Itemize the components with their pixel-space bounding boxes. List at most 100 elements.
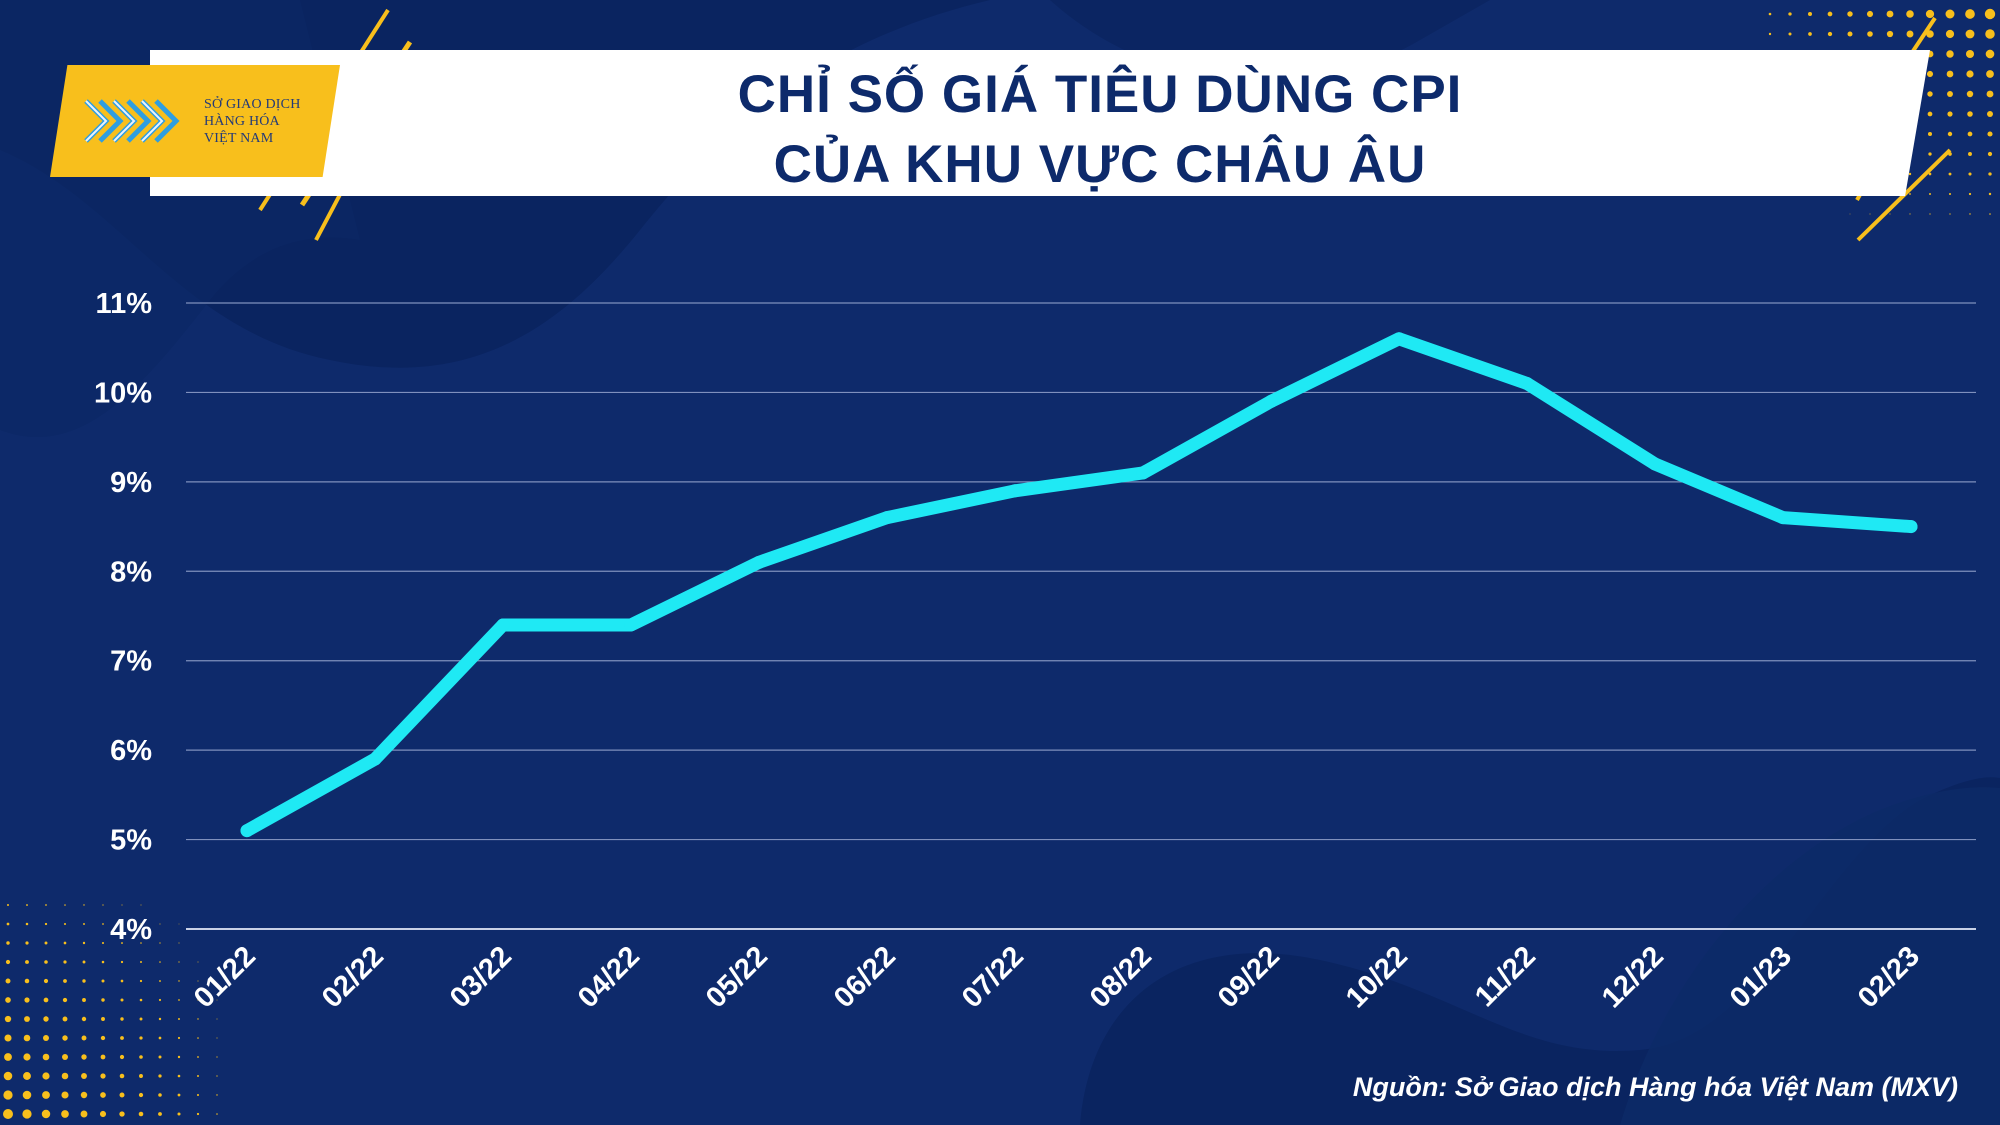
decor-dot [216,1037,218,1039]
decor-dot [121,923,123,925]
decor-dot [216,1075,218,1077]
decor-dot [44,922,48,926]
logo-badge [50,65,340,177]
decor-dot [23,1034,31,1042]
decor-dot [1985,49,1995,59]
data-point [1008,484,1022,498]
decor-dot [62,997,68,1003]
decor-dot [177,1093,181,1097]
x-tick-label: 01/22 [188,940,262,1014]
decor-dot [63,922,67,926]
decor-dot [83,923,85,925]
decor-dot [26,904,28,906]
chart-title-line-1: CHỈ SỐ GIÁ TIÊU DÙNG CPI [737,65,1463,124]
x-tick-label: 04/22 [572,940,646,1014]
y-tick-label: 10% [94,377,152,409]
decor-dot [178,999,180,1001]
data-point [1136,466,1150,480]
decor-dot [43,978,49,984]
decor-dot [1987,131,1993,137]
decor-dot [1948,152,1952,156]
decor-dot [178,1018,180,1020]
data-point [1264,394,1278,408]
decor-dot [197,1075,199,1077]
decor-dot [216,999,218,1001]
decor-dot [43,997,49,1003]
decor-dot [197,1056,199,1058]
decor-dot [177,1036,181,1040]
mxv-logo-icon [84,99,180,143]
decor-dot [1965,49,1975,59]
decor-dot [139,1074,143,1078]
decor-dot [3,1109,13,1119]
decor-dot [177,1112,181,1116]
decor-dot [7,904,9,906]
decor-dot [119,1092,125,1098]
decor-dot [197,961,199,963]
decor-dot [23,1072,31,1080]
decor-dot [1965,29,1975,39]
decor-dot [82,979,86,983]
decor-dot [1827,31,1833,37]
decor-dot [139,1017,143,1021]
decor-dot [23,1053,31,1061]
title-banner [150,50,1930,196]
decor-dot [6,922,10,926]
decor-dot [24,997,30,1003]
y-tick-label: 6% [110,735,152,767]
decor-dot [140,923,142,925]
data-point [624,618,638,632]
x-tick-label: 07/22 [956,940,1030,1014]
decor-dot [100,1054,106,1060]
decor-dot [81,1054,87,1060]
decor-dot [43,1016,49,1022]
decor-dot [178,923,180,925]
decor-dot [120,1017,124,1021]
decor-dot [82,960,86,964]
decor-dot [177,1055,181,1059]
data-point [752,555,766,569]
decor-dot [1985,29,1995,39]
decor-dot [197,999,199,1001]
decor-dot [159,980,161,982]
decor-dot [102,904,104,906]
decor-dot [158,1036,162,1040]
y-tick-label: 9% [110,467,152,499]
decor-dot [1929,213,1931,215]
decor-dot [63,941,67,945]
x-tick-label: 02/23 [1852,940,1926,1014]
decor-dot [5,959,11,965]
decor-dot [158,1055,162,1059]
y-tick-label: 11% [96,288,153,320]
x-tick-label: 03/22 [444,940,518,1014]
decor-dot [1808,32,1812,36]
decor-dot [1945,9,1955,19]
y-tick-label: 7% [110,646,152,678]
decor-dot [42,1072,50,1080]
decor-dot [158,1017,162,1021]
y-tick-label: 8% [110,556,152,588]
decor-dot [1968,192,1972,196]
decor-dot [139,1055,143,1059]
decor-dot [1929,193,1931,195]
decor-dot [1988,192,1992,196]
decor-dot [100,1092,106,1098]
decor-dot [24,978,30,984]
decor-dot [1968,152,1972,156]
decor-dot [177,1074,181,1078]
decor-dot [119,1073,125,1079]
x-tick-label: 12/22 [1596,940,1670,1014]
decor-dot [1927,91,1933,97]
decor-dot [81,1016,87,1022]
x-tick-label: 11/22 [1469,940,1542,1013]
decor-dot [1847,11,1853,17]
decor-dot [178,942,180,944]
decor-dot [1926,70,1934,78]
decor-dot [3,1090,13,1100]
decor-dot [101,960,105,964]
decor-dot [1986,70,1994,78]
y-axis: 4% 5% 6% 7% 8% 9% 10% 11% [94,288,152,946]
decor-dot [139,979,143,983]
decor-dot [45,904,47,906]
